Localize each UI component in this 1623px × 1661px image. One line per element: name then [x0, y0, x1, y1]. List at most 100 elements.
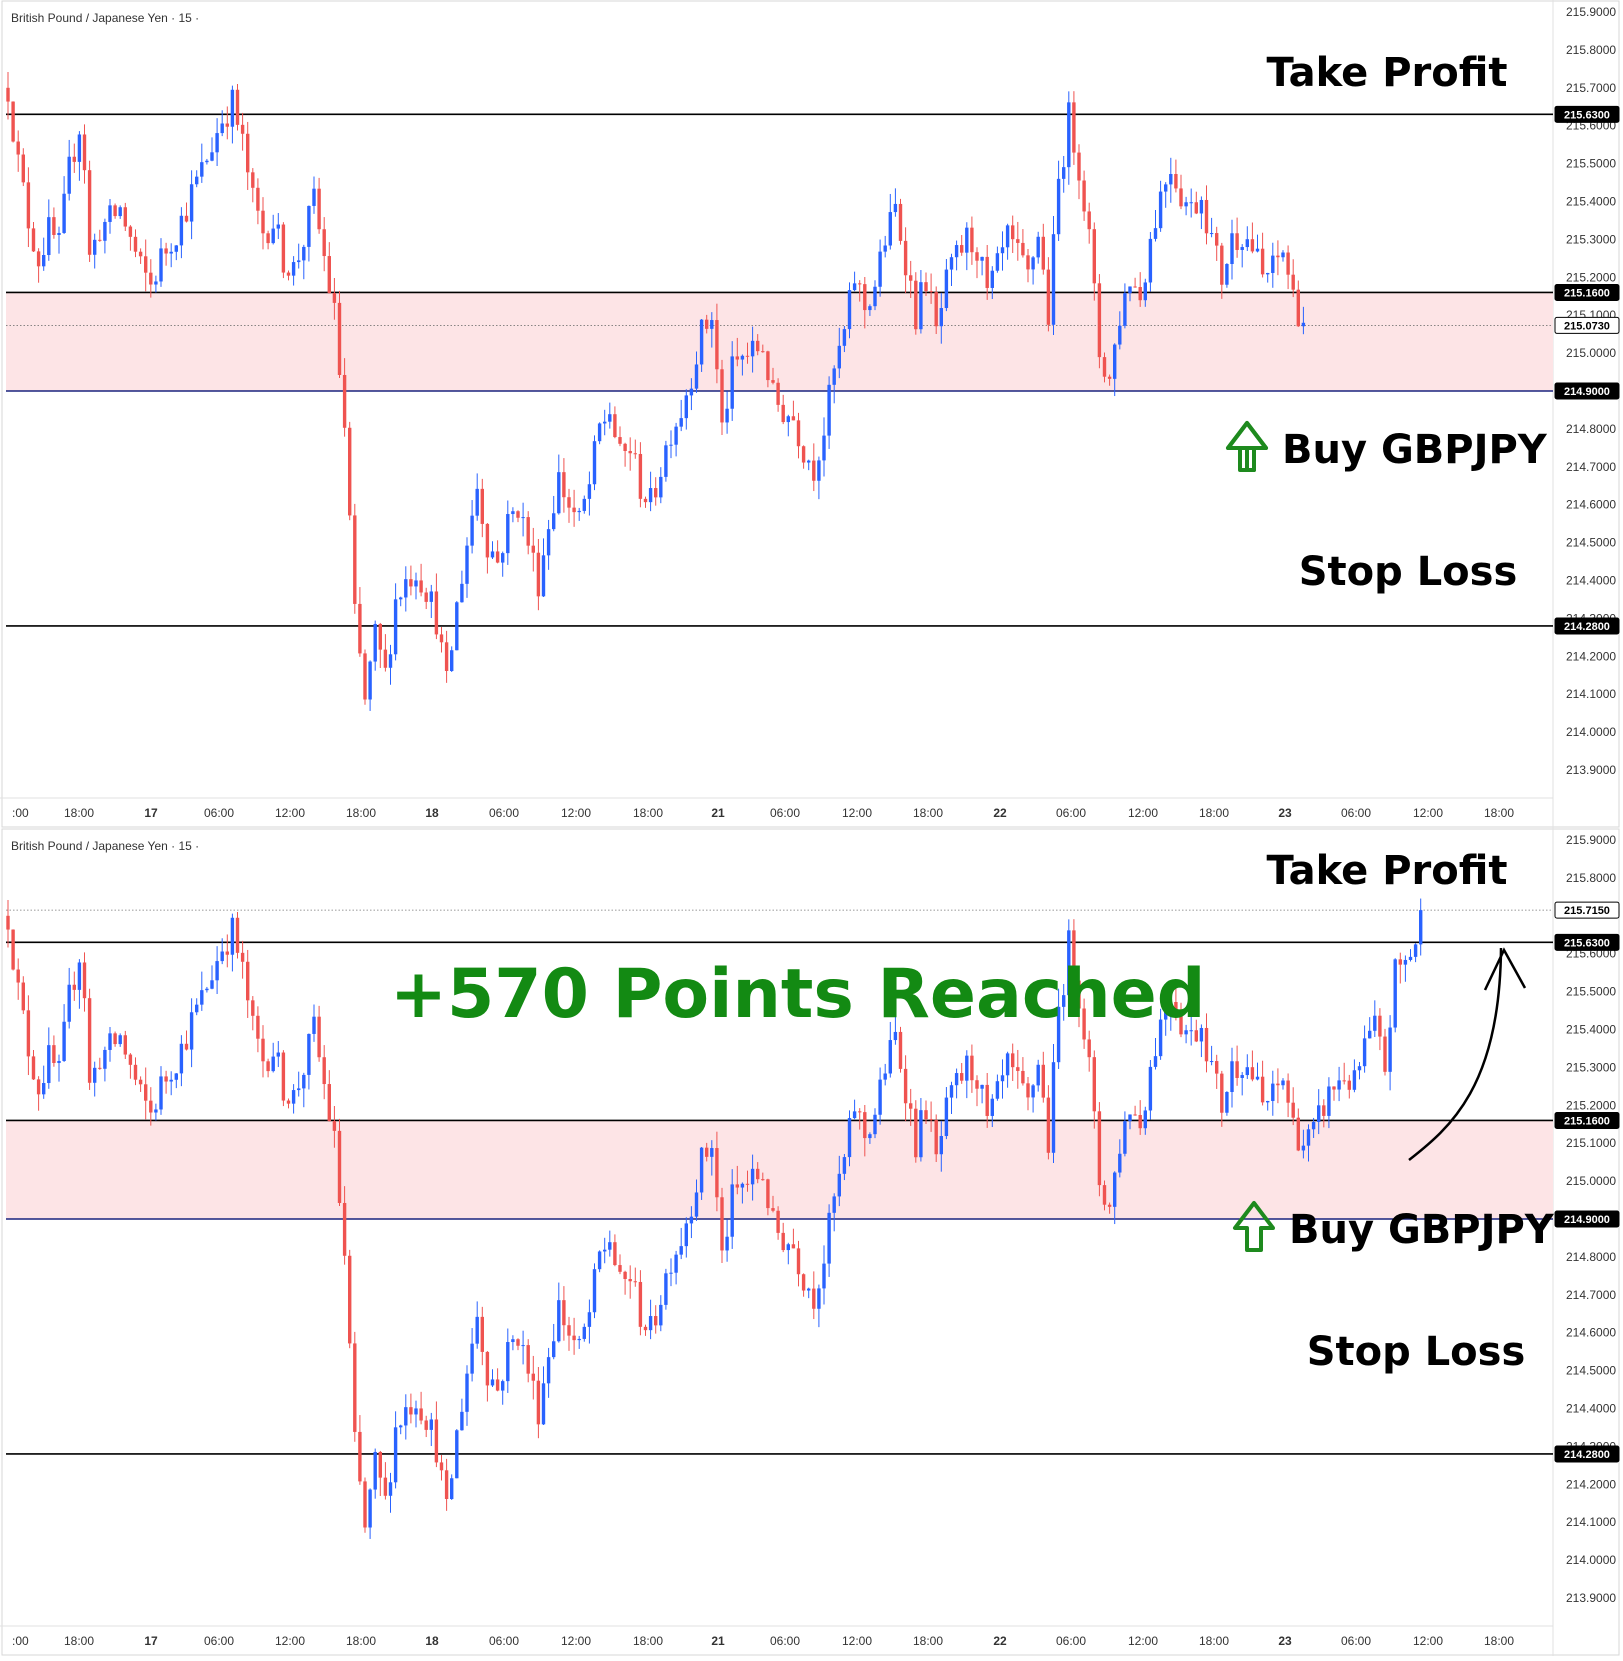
candle — [954, 1068, 959, 1099]
candle — [786, 414, 790, 437]
candle — [291, 256, 296, 286]
candle — [200, 143, 204, 183]
candle — [1286, 245, 1290, 290]
candle — [786, 1242, 790, 1265]
candle — [93, 1061, 97, 1097]
candle — [628, 437, 632, 471]
candle — [633, 1267, 637, 1287]
candle — [562, 1286, 566, 1341]
candle — [1209, 217, 1214, 238]
candle — [603, 1237, 607, 1264]
candle — [337, 1118, 342, 1206]
candle — [103, 218, 107, 254]
candle — [1174, 159, 1178, 193]
time-tick-label: 18 — [425, 806, 439, 820]
candle — [1107, 374, 1112, 386]
time-tick-label: 06:00 — [770, 806, 800, 820]
price-tick-label: 215.8000 — [1566, 43, 1616, 57]
candle — [939, 1120, 943, 1172]
price-tick-label: 215.0000 — [1566, 1174, 1616, 1188]
candle — [1138, 272, 1142, 307]
candle — [77, 131, 82, 181]
candle — [225, 106, 229, 140]
price-tick-label: 214.2000 — [1566, 1477, 1616, 1491]
candlestick-chart-before[interactable]: 215.9000215.8000215.7000215.6000215.5000… — [0, 0, 1623, 828]
candle — [393, 1411, 398, 1489]
candle — [628, 1265, 632, 1299]
candle — [470, 500, 474, 554]
price-tick-label: 215.8000 — [1566, 871, 1616, 885]
candle — [929, 1101, 933, 1132]
candle — [353, 503, 357, 614]
take-profit-label: Take Profit — [1267, 848, 1508, 894]
candle — [699, 318, 704, 372]
candle — [1021, 1057, 1025, 1086]
candle — [664, 440, 668, 482]
candle — [189, 998, 194, 1068]
candle — [220, 110, 224, 137]
price-tick-label: 215.2000 — [1566, 270, 1616, 284]
candle — [205, 986, 209, 993]
candle — [1337, 1066, 1341, 1102]
candle — [842, 1153, 847, 1181]
candle — [715, 1131, 719, 1212]
chart-panel-after: 215.9000 215.8000 215.6000 215.5000 215.4000… — [0, 828, 1623, 1656]
candle — [1352, 1059, 1357, 1093]
candle — [256, 1006, 260, 1053]
time-axis-after[interactable]: :00 18:00 17 06:00 12:00 18:00 18 06:00 12:00 18:… — [12, 1634, 1514, 1648]
price-tick-label: 214.6000 — [1566, 498, 1616, 512]
candle — [184, 202, 189, 223]
candle — [909, 260, 913, 298]
candle — [1102, 352, 1107, 383]
candle — [1107, 1202, 1112, 1214]
candle — [1051, 1044, 1056, 1164]
candle — [1000, 1059, 1005, 1099]
time-tick-label: 21 — [711, 1634, 725, 1648]
time-tick-label: 12:00 — [842, 806, 872, 820]
price-axis-before[interactable]: 215.9000215.8000215.7000215.6000215.5000… — [1566, 5, 1616, 777]
candle — [1011, 215, 1015, 254]
price-tick-label: 215.3000 — [1566, 232, 1616, 246]
candle — [1118, 311, 1122, 350]
candle — [1133, 1105, 1137, 1116]
candle — [327, 242, 331, 294]
candle — [1082, 170, 1086, 221]
candle — [781, 394, 785, 425]
candle — [1306, 1124, 1311, 1162]
candle — [1046, 257, 1051, 332]
candle — [1220, 242, 1224, 299]
candle — [1184, 196, 1188, 216]
candle — [174, 1073, 178, 1089]
candle — [582, 1323, 586, 1342]
candle — [490, 541, 495, 560]
candle — [1281, 250, 1285, 262]
candle — [954, 240, 959, 271]
time-tick-label: 23 — [1278, 1634, 1292, 1648]
candle — [919, 270, 923, 334]
candle — [159, 1066, 163, 1115]
candle — [725, 1219, 729, 1262]
candle — [791, 1228, 796, 1249]
time-axis-before[interactable]: :00 18:00 17 06:00 12:00 18:00 18 06:00 12:00 18:… — [12, 806, 1514, 820]
candle — [1067, 91, 1071, 185]
candle — [1097, 1102, 1102, 1197]
candle — [174, 245, 178, 261]
candle — [1322, 1099, 1326, 1128]
candle — [1276, 240, 1280, 276]
candlestick-chart-after[interactable]: 215.9000215.8000215.6000215.5000215.4000… — [0, 828, 1623, 1656]
candle — [210, 965, 214, 990]
price-tag: 215.1600 — [1554, 283, 1620, 301]
candle — [965, 222, 969, 271]
candle — [1133, 277, 1137, 288]
candle — [934, 286, 938, 335]
candle — [893, 1016, 898, 1045]
candle — [317, 1005, 321, 1062]
candle — [485, 1351, 490, 1402]
candle — [409, 1393, 413, 1424]
candle — [552, 1323, 556, 1360]
candle — [679, 399, 683, 432]
candle — [312, 1004, 316, 1042]
candle — [281, 1050, 286, 1107]
candle — [577, 1335, 581, 1349]
candle — [373, 1448, 377, 1499]
